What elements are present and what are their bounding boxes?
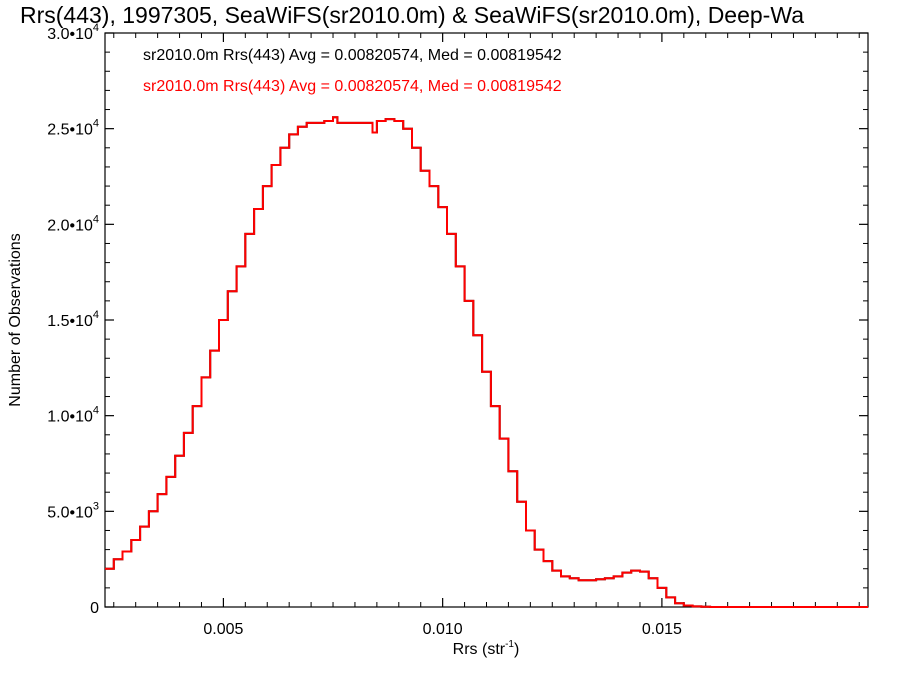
- x-tick-label: 0.010: [423, 621, 463, 638]
- y-axis-ticks: 0 5.0•103 1.0•104 1.5•104 2.0•104 2.5•104 3.0•…: [47, 22, 868, 617]
- y-tick-label: 5.0•103: [47, 500, 99, 521]
- x-axis-label-close: ): [514, 641, 519, 658]
- plot-area: 0.005 0.010 0.015 0 5.0•103 1.0•104 1.5•104 2.…: [47, 22, 869, 638]
- x-tick-label: 0.005: [203, 621, 243, 638]
- series-lines: [105, 116, 868, 608]
- y-tick-label: 1.5•104: [47, 309, 99, 330]
- y-tick-label: 2.5•104: [47, 118, 99, 139]
- y-tick-label: 2.0•104: [47, 213, 99, 234]
- chart-title: Rrs(443), 1997305, SeaWiFS(sr2010.0m) & …: [20, 2, 804, 28]
- legend-entry-red: sr2010.0m Rrs(443) Avg = 0.00820574, Med…: [143, 78, 562, 95]
- series-line-1: [105, 116, 868, 608]
- y-axis-label: Number of Observations: [7, 233, 24, 406]
- x-axis-label-superscript: -1: [505, 639, 514, 650]
- y-tick-label: 3.0•104: [47, 22, 99, 43]
- x-axis-label-text: Rrs (str: [453, 641, 506, 658]
- y-tick-label: 1.0•104: [47, 405, 99, 426]
- y-tick-label: 0: [90, 600, 99, 617]
- legend-entry-black: sr2010.0m Rrs(443) Avg = 0.00820574, Med…: [143, 47, 562, 64]
- x-tick-label: 0.015: [642, 621, 682, 638]
- x-axis-label: Rrs (str-1): [453, 639, 520, 658]
